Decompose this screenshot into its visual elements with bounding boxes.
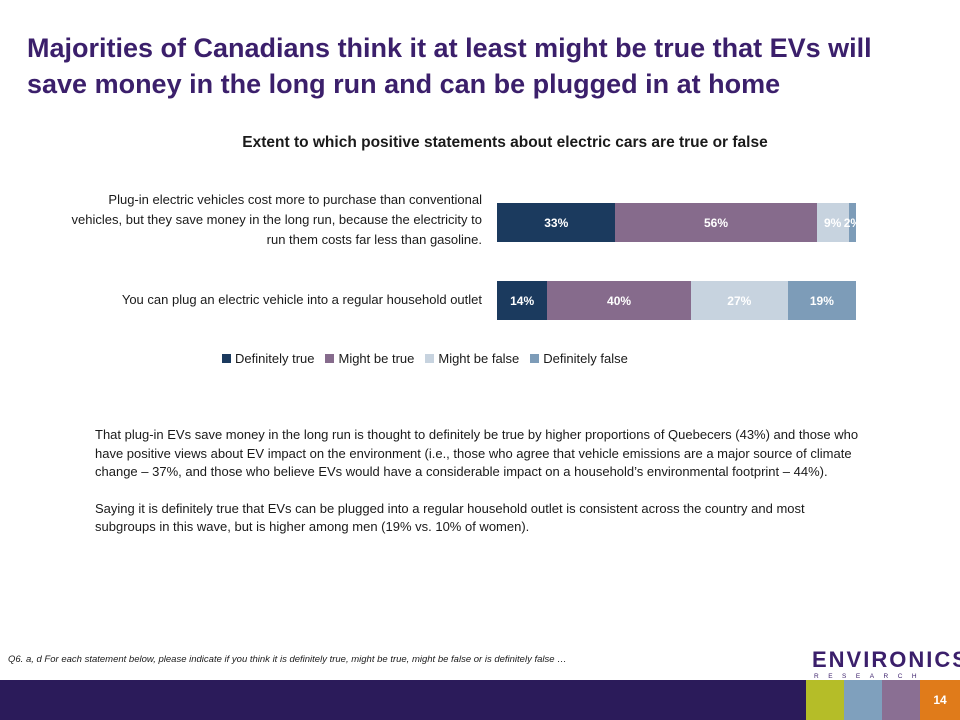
legend-item-1: Might be true xyxy=(325,351,414,366)
bar-data-label-0-3: 2% xyxy=(843,215,862,230)
legend-label-2: Might be false xyxy=(438,350,520,366)
footer-block-blue xyxy=(844,680,882,720)
chart-legend: Definitely true Might be true Might be fal… xyxy=(222,349,639,367)
bar-segment-0-2: 9% xyxy=(816,203,849,242)
footnote: Q6. a, d For each statement below, pleas… xyxy=(8,654,567,665)
bar-row-0: 33% 56% 9% 2% xyxy=(497,203,861,242)
bar-segment-0-1: 56% xyxy=(615,203,817,242)
legend-item-3: Definitely false xyxy=(530,351,628,366)
bar-row-1: 14% 40% 27% 19% xyxy=(497,281,856,320)
bar-segment-0-3: 2% xyxy=(844,203,861,242)
legend-swatch-3 xyxy=(530,353,540,363)
body-paragraph-0: That plug-in EVs save money in the long … xyxy=(95,427,859,479)
footer-block-purple xyxy=(882,680,920,720)
legend-label-3: Definitely false xyxy=(543,350,628,366)
page-number: 14 xyxy=(933,693,947,707)
bar-data-label-1-2: 27% xyxy=(727,293,752,308)
legend-item-2: Might be false xyxy=(425,351,519,366)
bar-segment-1-2: 27% xyxy=(690,281,788,320)
bar-data-label-1-3: 19% xyxy=(809,293,834,308)
legend-swatch-0 xyxy=(222,353,231,363)
legend-label-0: Definitely true xyxy=(235,350,315,366)
logo-main-text: ENVIRONICS xyxy=(812,647,960,672)
bar-data-label-1-0: 14% xyxy=(510,293,535,308)
bar-data-label-1-1: 40% xyxy=(607,293,632,308)
legend-label-1: Might be true xyxy=(338,350,415,366)
bar-data-label-0-1: 56% xyxy=(703,215,728,230)
category-label-0: Plug-in electric vehicles cost more to p… xyxy=(71,192,482,247)
bar-segment-1-1: 40% xyxy=(547,281,691,320)
body-text: That plug-in EVs save money in the long … xyxy=(95,426,860,555)
bar-segment-1-3: 19% xyxy=(787,281,856,320)
bar-segment-1-0: 14% xyxy=(497,281,548,320)
legend-swatch-1 xyxy=(325,353,335,363)
bar-segment-0-0: 33% xyxy=(497,203,616,242)
chart-title: Extent to which positive statements abou… xyxy=(242,134,768,151)
bar-data-label-0-2: 9% xyxy=(823,215,842,230)
bar-data-label-0-0: 33% xyxy=(544,215,569,230)
legend-swatch-2 xyxy=(425,353,435,363)
footer-block-green xyxy=(806,680,844,720)
body-paragraph-1: Saying it is definitely true that EVs ca… xyxy=(95,500,805,535)
footer-bar xyxy=(0,680,960,720)
slide-title: Majorities of Canadians think it at leas… xyxy=(27,33,872,99)
legend-item-0: Definitely true xyxy=(222,351,314,366)
category-label-1: You can plug an electric vehicle into a … xyxy=(121,292,482,307)
footer-block-orange xyxy=(920,680,960,720)
